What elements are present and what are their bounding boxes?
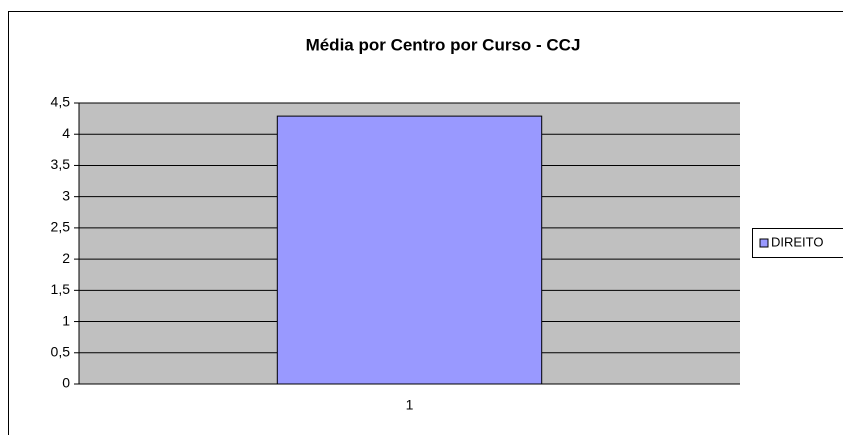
y-tick-label: 2,5 [51,219,71,235]
chart-title: Média por Centro por Curso - CCJ [306,35,581,54]
y-tick-label: 2 [62,250,70,266]
y-tick-label: 4 [62,125,70,141]
y-tick-label: 3,5 [51,156,71,172]
y-tick-label: 1 [62,312,70,328]
y-tick-label: 3 [62,187,70,203]
y-tick-label: 4,5 [51,94,71,110]
y-tick-label: 1,5 [51,281,71,297]
y-tick-label: 0 [62,375,70,391]
bar [276,115,543,385]
y-tick-label: 0,5 [51,343,71,359]
x-tick-label: 1 [406,397,414,413]
legend-swatch [759,238,769,248]
legend-label: DIREITO [771,234,824,249]
